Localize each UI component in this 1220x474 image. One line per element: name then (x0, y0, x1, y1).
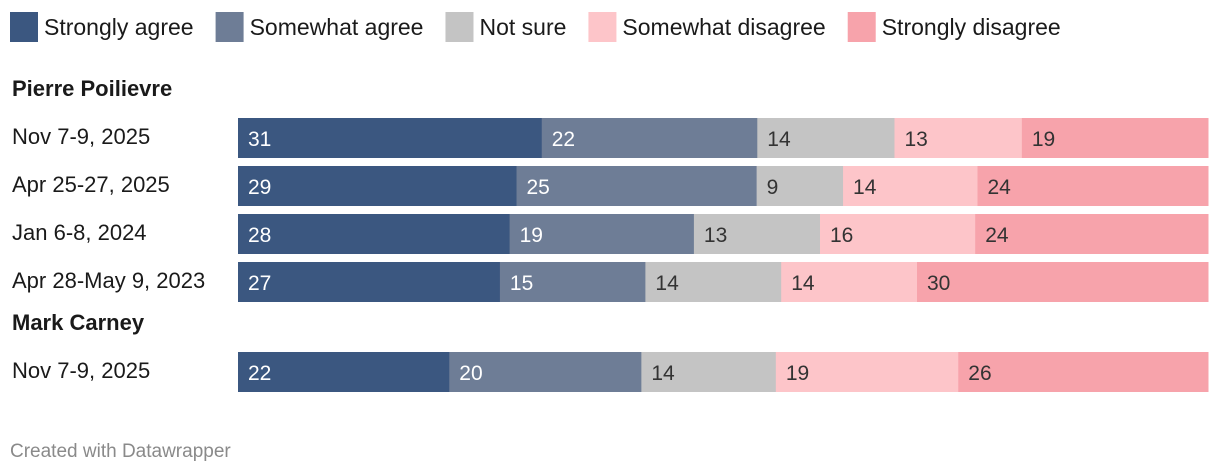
bar-segment-not-sure (641, 352, 777, 392)
row-label: Nov 7-9, 2025 (12, 358, 150, 383)
bar-value-label: 16 (830, 224, 853, 247)
bar-value-label: 20 (459, 362, 482, 385)
bar-segment-somewhat-agree (449, 352, 642, 392)
bar-value-label: 14 (853, 176, 877, 199)
bar-segment-not-sure (645, 262, 782, 302)
legend-item-strongly-disagree: Strongly disagree (847, 12, 1061, 42)
bar-value-label: 22 (248, 362, 271, 385)
legend-swatch (588, 12, 617, 42)
row-label: Apr 25-27, 2025 (12, 172, 170, 197)
bar-segment-somewhat-agree (499, 262, 646, 302)
bar-value-label: 13 (904, 128, 927, 151)
bar-value-label: 29 (248, 176, 271, 199)
row-label: Jan 6-8, 2024 (12, 220, 147, 245)
bar-value-label: 14 (767, 128, 791, 151)
bar-segment-not-sure (757, 118, 895, 158)
bar-value-label: 19 (520, 224, 543, 247)
legend-swatch (10, 12, 38, 42)
bar-segment-somewhat-disagree (843, 166, 979, 206)
legend-swatch (847, 12, 876, 42)
bar-value-label: 30 (927, 272, 950, 295)
legend-label: Somewhat agree (250, 14, 424, 40)
legend-item-somewhat-disagree: Somewhat disagree (588, 12, 826, 42)
legend-label: Not sure (479, 14, 566, 40)
bar-value-label: 24 (985, 224, 1009, 247)
bar-row: Apr 25-27, 2025 29 25 9 14 24 (12, 166, 1209, 206)
bar-segment-strongly-agree (238, 118, 543, 158)
legend-item-not-sure: Not sure (445, 12, 566, 42)
bar-value-label: 22 (552, 128, 575, 151)
bar-segment-somewhat-disagree (781, 262, 918, 302)
bar-row: Jan 6-8, 2024 28 19 13 16 24 (12, 214, 1209, 254)
row-label: Apr 28-May 9, 2023 (12, 268, 205, 293)
bar-value-label: 26 (968, 362, 991, 385)
credit-text: Created with Datawrapper (10, 441, 231, 462)
bar-row: Apr 28-May 9, 2023 27 15 14 14 30 (12, 262, 1209, 302)
group-title-pierre-poilievre: Pierre Poilievre (12, 76, 172, 101)
bar-value-label: 13 (704, 224, 727, 247)
bar-value-label: 14 (651, 362, 675, 385)
bar-segment-not-sure (693, 214, 821, 254)
legend-item-somewhat-agree: Somewhat agree (215, 12, 424, 42)
bar-segment-strongly-agree (238, 214, 511, 254)
bar-segment-strongly-disagree (917, 262, 1209, 302)
bar-segment-somewhat-agree (516, 166, 758, 206)
legend-label: Strongly agree (44, 14, 194, 40)
bar-value-label: 14 (791, 272, 815, 295)
bar-segment-somewhat-disagree (775, 352, 959, 392)
bar-value-label: 14 (655, 272, 679, 295)
bar-segment-strongly-disagree (1021, 118, 1209, 158)
legend-swatch (445, 12, 474, 42)
bar-row: Nov 7-9, 2025 31 22 14 13 19 (12, 118, 1209, 158)
bar-value-label: 31 (248, 128, 271, 151)
bar-segment-strongly-disagree (977, 166, 1209, 206)
bar-segment-strongly-agree (238, 262, 501, 302)
bar-segment-somewhat-agree (509, 214, 695, 254)
bar-segment-somewhat-agree (541, 118, 758, 158)
bar-segment-somewhat-disagree (820, 214, 976, 254)
bar-value-label: 9 (767, 176, 779, 199)
group-title-mark-carney: Mark Carney (12, 310, 145, 335)
bar-value-label: 27 (248, 272, 271, 295)
row-label: Nov 7-9, 2025 (12, 124, 150, 149)
bar-value-label: 19 (786, 362, 809, 385)
legend-swatch (215, 12, 244, 42)
bar-value-label: 15 (510, 272, 533, 295)
legend-label: Strongly disagree (882, 14, 1061, 40)
bar-segment-strongly-disagree (975, 214, 1209, 254)
bar-segment-somewhat-disagree (894, 118, 1023, 158)
bar-segment-strongly-disagree (958, 352, 1209, 392)
bar-segment-strongly-agree (238, 352, 450, 392)
bar-segment-not-sure (756, 166, 844, 206)
legend-item-strongly-agree: Strongly agree (10, 12, 194, 42)
bar-value-label: 24 (988, 176, 1012, 199)
bar-segment-strongly-agree (238, 166, 518, 206)
bar-value-label: 28 (248, 224, 271, 247)
bar-value-label: 19 (1032, 128, 1055, 151)
bar-row: Nov 7-9, 2025 22 20 14 19 26 (12, 352, 1209, 392)
legend-label: Somewhat disagree (622, 14, 825, 40)
bar-value-label: 25 (527, 176, 550, 199)
